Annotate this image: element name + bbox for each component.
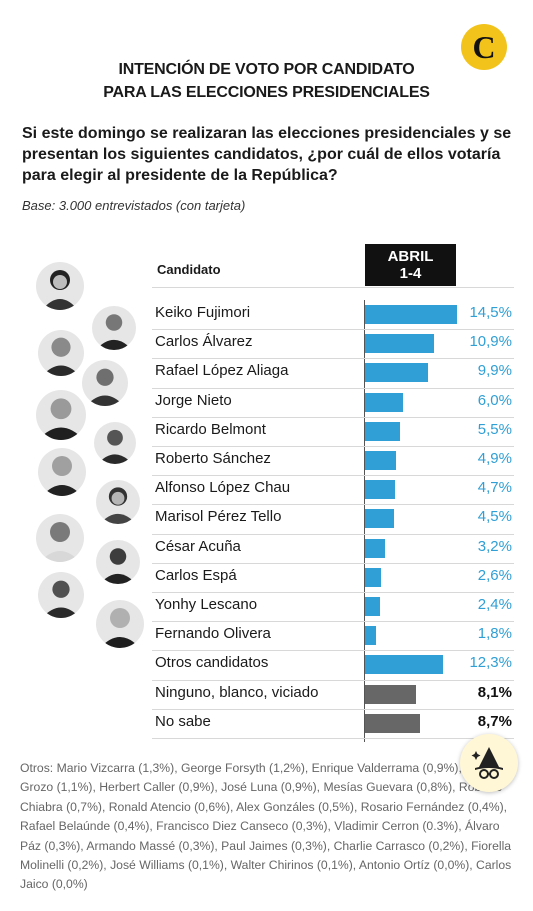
category-label: Ninguno, blanco, viciado [155,683,319,701]
value-label: 8,1% [477,683,512,701]
value-label: 9,9% [477,362,512,380]
value-label: 5,5% [477,420,512,438]
category-label: Roberto Sánchez [155,450,271,467]
category-label: Alfonso López Chau [155,479,291,497]
row-rule [152,416,514,418]
row-rule [152,621,514,623]
photo-carlos-alvarez [92,306,136,350]
value-label: 4,9% [477,450,512,467]
bar [365,305,457,324]
category-label: Keiko Fujimori [155,304,251,321]
row-rule [152,533,514,535]
row-rule [152,446,514,447]
chart-title: INTENCIÓN DE VOTO POR CANDIDATO PARA LAS… [0,58,533,104]
row-rule [152,679,514,681]
category-label: Carlos Álvarez [155,333,253,351]
newspaper-logo: C [461,24,507,70]
photo-marisol-perez-tello [96,480,140,524]
category-label: Carlos Espá [155,566,237,584]
bar [365,684,416,704]
bar [365,597,380,616]
category-label: Otros candidatos [155,654,269,672]
row-rule [152,475,514,477]
photo-yonhy-lescano [38,572,84,618]
bar [365,334,434,354]
category-label: Rafael López Aliaga [155,362,289,380]
row-rule [152,358,514,360]
category-label: No sabe [155,712,211,730]
bar [365,392,403,412]
value-label: 4,5% [477,508,512,526]
period-days: 1-4 [399,265,422,282]
photo-rafael-lopez-aliaga [38,330,84,376]
chart-axis [364,300,365,742]
row-rule [152,592,514,593]
wizard-hat-icon [471,747,503,779]
wizard-icon[interactable] [460,734,518,792]
category-label: Jorge Nieto [155,391,232,409]
bar [365,363,428,383]
bar [365,451,396,470]
photo-roberto-sanchez [94,422,136,464]
value-label: 2,6% [477,566,512,584]
category-label: Marisol Pérez Tello [155,508,282,526]
row-rule [152,329,514,331]
photo-cesar-acuna [36,514,84,562]
bar [365,421,400,441]
row-rule [152,650,514,652]
photo-fernando-olivera [96,600,144,648]
value-label: 3,2% [477,537,512,555]
row-rule [152,738,514,739]
value-label: 8,7% [477,712,512,730]
photo-carlos-espa [96,540,140,584]
value-label: 1,8% [477,625,512,643]
footnote-others: Otros: Mario Vizcarra (1,3%), George For… [20,761,517,892]
value-label: 14,5% [469,304,512,321]
bar [365,626,376,646]
category-label: Yonhy Lescano [155,596,258,613]
bar [365,567,381,587]
title-line-1: INTENCIÓN DE VOTO POR CANDIDATO [118,61,415,78]
sample-base: Base: 3.000 entrevistados (con tarjeta) [22,198,246,213]
row-rule [152,387,514,389]
title-line-2: PARA LAS ELECCIONES PRESIDENCIALES [103,84,430,101]
bar [365,713,420,733]
bar [365,538,385,558]
column-header-candidate: Candidato [157,262,221,277]
value-label: 10,9% [469,333,512,351]
photo-alfonso-lopez-chau [38,448,86,496]
row-rule [152,504,514,506]
value-label: 4,7% [477,479,512,497]
bar [365,655,443,675]
row-rule [152,708,514,710]
photo-keiko-fujimori [36,262,84,310]
bar [365,480,395,500]
category-label: Fernando Olivera [155,625,271,643]
photo-ricardo-belmont [36,390,86,440]
category-label: César Acuña [155,537,241,555]
row-rule [152,562,514,564]
value-label: 2,4% [477,596,512,613]
value-label: 6,0% [477,391,512,409]
photo-jorge-nieto [82,360,128,406]
survey-question: Si este domingo se realizaran las elecci… [22,125,512,184]
period-month: ABRIL [387,248,434,265]
bar [365,509,394,529]
header-rule [152,287,514,288]
period-header: ABRIL 1-4 [365,244,456,286]
category-label: Ricardo Belmont [155,420,266,438]
value-label: 12,3% [469,654,512,672]
